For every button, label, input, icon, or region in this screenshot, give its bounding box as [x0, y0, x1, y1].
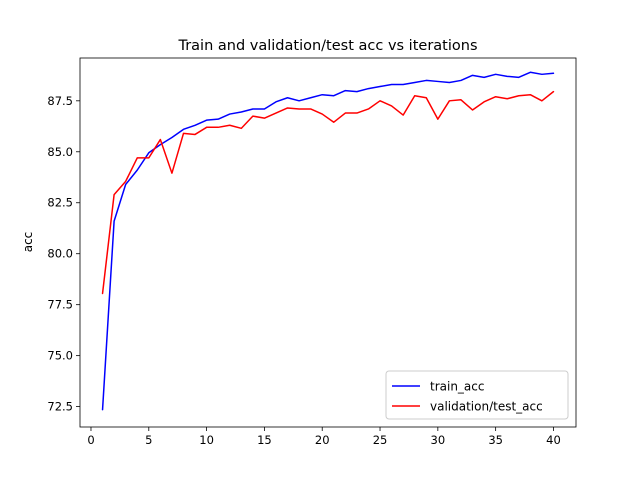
- x-tick-label: 40: [546, 433, 561, 447]
- x-tick-label: 30: [431, 433, 446, 447]
- y-tick-label: 80.0: [47, 247, 73, 261]
- y-tick-label: 77.5: [47, 298, 73, 312]
- y-tick-label: 75.0: [47, 349, 73, 363]
- y-tick-label: 72.5: [47, 400, 73, 414]
- chart-title: Train and validation/test acc vs iterati…: [177, 38, 477, 54]
- legend-label-0: train_acc: [430, 380, 484, 394]
- x-tick-label: 25: [373, 433, 388, 447]
- x-tick-label: 35: [488, 433, 503, 447]
- x-tick-label: 5: [145, 433, 152, 447]
- legend-box: [385, 370, 569, 420]
- plot-area: 0 5 10 15 20 25 30 35 40 72.5 75.0 77.5 80.0 82.5 85.0…: [47, 57, 577, 447]
- y-tick-label: 87.5: [47, 94, 73, 108]
- y-tick-label: 85.0: [47, 145, 73, 159]
- series-line-0: [101, 71, 555, 411]
- y-tick-label: 82.5: [47, 196, 73, 210]
- x-tick-label: 15: [257, 433, 272, 447]
- x-tick-label: 10: [199, 433, 214, 447]
- x-tick-label: 20: [315, 433, 330, 447]
- y-axis-label: acc: [21, 232, 35, 253]
- x-tick-label: 0: [87, 433, 94, 447]
- legend: train_acc validation/test_acc: [385, 370, 569, 420]
- legend-label-1: validation/test_acc: [430, 400, 543, 414]
- axes-frame: [79, 57, 577, 428]
- series-line-1: [101, 90, 555, 295]
